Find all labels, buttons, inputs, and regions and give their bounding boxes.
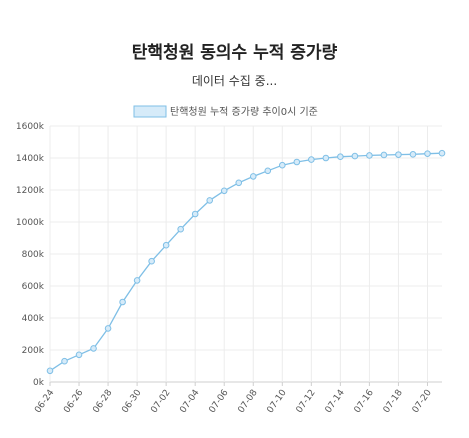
x-tick-label: 07-14 xyxy=(324,388,347,415)
series-line xyxy=(49,152,443,372)
x-tick-label: 07-18 xyxy=(382,388,405,415)
series xyxy=(46,149,446,375)
data-point xyxy=(75,351,83,359)
y-tick-label: 200k xyxy=(22,346,45,356)
data-point xyxy=(380,151,388,159)
x-tick-label: 06-26 xyxy=(62,388,85,415)
data-point xyxy=(104,325,112,332)
y-tick-label: 400k xyxy=(22,314,45,324)
data-point xyxy=(191,210,199,218)
data-point xyxy=(308,156,315,163)
y-tick-label: 600k xyxy=(22,282,45,292)
data-point xyxy=(90,345,97,352)
data-point xyxy=(220,187,228,195)
data-point xyxy=(424,150,431,157)
legend-label: 탄핵청원 누적 증가량 추이0시 기준 xyxy=(170,106,318,118)
x-tick-label: 07-10 xyxy=(266,388,289,415)
y-tick-label: 800k xyxy=(22,250,45,260)
data-point xyxy=(162,241,170,249)
x-tick-label: 07-08 xyxy=(237,388,260,415)
data-point xyxy=(177,225,184,233)
data-point xyxy=(206,197,214,204)
data-point xyxy=(148,257,155,265)
x-tick-label: 07-12 xyxy=(295,388,318,415)
data-point xyxy=(293,158,301,166)
data-point xyxy=(322,154,330,162)
data-point xyxy=(438,149,446,157)
data-point xyxy=(366,152,373,159)
x-tick-label: 07-16 xyxy=(353,388,376,415)
grid xyxy=(49,125,442,383)
chart-legend[interactable]: 탄핵청원 누적 증가량 추이0시 기준 xyxy=(133,105,318,118)
x-tick-label: 06-24 xyxy=(33,388,56,415)
status-text: 데이터 수집 중... xyxy=(191,74,278,88)
y-tick-label: 1400k xyxy=(16,154,45,164)
data-point xyxy=(409,151,417,158)
data-point xyxy=(46,367,54,375)
data-point xyxy=(61,357,68,365)
x-tick-label: 06-30 xyxy=(120,388,143,415)
y-tick-label: 0k xyxy=(33,378,45,388)
x-tick-label: 07-04 xyxy=(178,388,201,415)
y-tick-label: 1200k xyxy=(16,186,45,196)
x-tick-label: 07-20 xyxy=(411,388,434,415)
data-point xyxy=(119,298,126,306)
x-tick-label: 07-02 xyxy=(149,388,172,415)
chart-title: 탄핵청원 동의수 누적 증가량 xyxy=(131,43,338,63)
data-point xyxy=(235,179,243,187)
data-point xyxy=(395,151,402,158)
x-tick-label: 07-06 xyxy=(207,388,230,415)
legend-swatch xyxy=(133,105,167,118)
y-tick-label: 1600k xyxy=(16,122,45,132)
data-point xyxy=(278,161,286,169)
x-tick-label: 06-28 xyxy=(91,388,114,415)
data-point xyxy=(351,152,359,160)
data-point xyxy=(133,277,141,284)
data-point xyxy=(264,167,272,175)
y-tick-label: 1000k xyxy=(16,218,45,228)
data-point xyxy=(249,173,257,180)
data-point xyxy=(337,153,344,161)
